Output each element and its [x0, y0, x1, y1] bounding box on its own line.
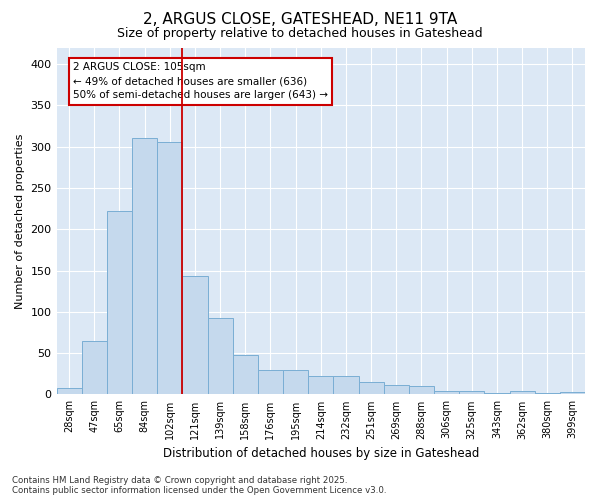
Bar: [107, 211, 132, 394]
Bar: [535, 393, 560, 394]
Bar: [283, 370, 308, 394]
Text: Size of property relative to detached houses in Gateshead: Size of property relative to detached ho…: [117, 28, 483, 40]
Y-axis label: Number of detached properties: Number of detached properties: [15, 134, 25, 308]
Bar: [334, 376, 359, 394]
Bar: [56, 388, 82, 394]
Text: 2, ARGUS CLOSE, GATESHEAD, NE11 9TA: 2, ARGUS CLOSE, GATESHEAD, NE11 9TA: [143, 12, 457, 28]
Bar: [258, 370, 283, 394]
Bar: [82, 340, 107, 394]
Bar: [308, 376, 334, 394]
Text: Contains HM Land Registry data © Crown copyright and database right 2025.
Contai: Contains HM Land Registry data © Crown c…: [12, 476, 386, 495]
X-axis label: Distribution of detached houses by size in Gateshead: Distribution of detached houses by size …: [163, 447, 479, 460]
Bar: [409, 386, 434, 394]
Bar: [233, 355, 258, 395]
Bar: [182, 276, 208, 394]
Bar: [208, 318, 233, 394]
Bar: [383, 384, 409, 394]
Bar: [484, 393, 509, 394]
Bar: [560, 392, 585, 394]
Bar: [434, 391, 459, 394]
Bar: [132, 138, 157, 394]
Bar: [359, 382, 383, 394]
Bar: [459, 391, 484, 394]
Text: 2 ARGUS CLOSE: 105sqm
← 49% of detached houses are smaller (636)
50% of semi-det: 2 ARGUS CLOSE: 105sqm ← 49% of detached …: [73, 62, 328, 100]
Bar: [509, 391, 535, 394]
Bar: [157, 142, 182, 394]
